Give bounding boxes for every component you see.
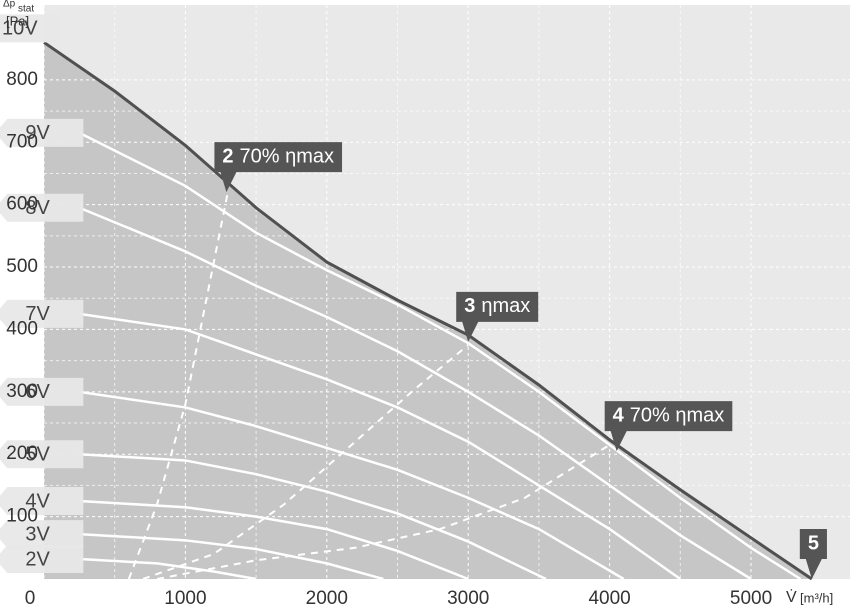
voltage-curve bbox=[79, 532, 384, 581]
legend-label: 7V bbox=[25, 303, 50, 325]
voltage-tag bbox=[0, 377, 84, 406]
y-tick-label: 300 bbox=[6, 381, 38, 402]
x-tick-label: 0 bbox=[25, 588, 36, 609]
y-tick-label: 100 bbox=[6, 506, 38, 527]
x-tick-label: 1000 bbox=[164, 588, 206, 609]
y-axis-label: Δp bbox=[3, 0, 16, 10]
voltage-curve bbox=[43, 41, 813, 581]
legend-label: 4V bbox=[25, 490, 50, 512]
x-tick-label: 5000 bbox=[730, 588, 772, 609]
annotation: 2 70% ηmax bbox=[214, 142, 343, 193]
annotation: 5 bbox=[799, 529, 827, 579]
y-tick-label: 600 bbox=[6, 194, 38, 215]
efficiency-line bbox=[142, 344, 469, 580]
annotation-box bbox=[799, 529, 827, 579]
voltage-curve bbox=[78, 206, 752, 581]
y-axis-label-sub: stat bbox=[18, 4, 34, 15]
annotation: 3 ηmax bbox=[456, 291, 539, 342]
voltage-tag bbox=[0, 193, 84, 222]
annotation-number: 3 bbox=[464, 295, 475, 317]
x-axis-label: V̇ bbox=[786, 588, 797, 606]
x-tick-label: 2000 bbox=[306, 588, 348, 609]
voltage-curve bbox=[79, 312, 682, 581]
y-axis-unit: [Pa] bbox=[6, 13, 29, 28]
x-tick-label: 4000 bbox=[588, 588, 630, 609]
annotation-box bbox=[456, 291, 539, 342]
voltage-curve bbox=[78, 131, 802, 581]
legend-label: 9V bbox=[25, 122, 50, 144]
y-tick-label: 500 bbox=[6, 256, 38, 277]
voltage-tag bbox=[0, 299, 84, 328]
legend-label: 2V bbox=[25, 548, 50, 570]
voltage-curve bbox=[79, 390, 625, 581]
operating-area bbox=[44, 42, 812, 579]
y-tick-label: 200 bbox=[6, 443, 38, 464]
x-axis-unit: [m³/h] bbox=[800, 590, 833, 605]
annotation-number: 2 bbox=[222, 145, 233, 167]
x-tick-label: 3000 bbox=[447, 588, 489, 609]
annotation-text: ηmax bbox=[481, 295, 530, 317]
legend-label: 8V bbox=[25, 197, 50, 219]
annotation-text: 70% ηmax bbox=[630, 404, 725, 426]
voltage-curve bbox=[79, 499, 469, 581]
annotation-number: 5 bbox=[808, 532, 819, 554]
efficiency-line bbox=[127, 191, 229, 580]
voltage-tag bbox=[0, 14, 60, 43]
voltage-tag bbox=[0, 520, 84, 549]
legend-label: 6V bbox=[25, 381, 50, 403]
annotation-box bbox=[604, 401, 733, 452]
y-tick-label: 400 bbox=[6, 318, 38, 339]
annotation-box bbox=[214, 142, 343, 193]
voltage-tag bbox=[0, 118, 84, 147]
y-tick-label: 700 bbox=[6, 131, 38, 152]
annotation: 4 70% ηmax bbox=[604, 401, 733, 452]
legend-label: 5V bbox=[25, 443, 50, 465]
voltage-curve bbox=[79, 557, 257, 581]
legend-label: 3V bbox=[25, 523, 50, 545]
voltage-curve bbox=[79, 452, 547, 581]
legend-label: 10V bbox=[2, 18, 38, 40]
annotation-text: 70% ηmax bbox=[240, 145, 335, 167]
y-tick-label: 800 bbox=[6, 69, 38, 90]
voltage-tag bbox=[0, 440, 84, 469]
efficiency-line bbox=[156, 444, 611, 580]
voltage-tag bbox=[0, 545, 84, 574]
annotation-number: 4 bbox=[613, 404, 625, 426]
voltage-tag bbox=[0, 487, 84, 516]
